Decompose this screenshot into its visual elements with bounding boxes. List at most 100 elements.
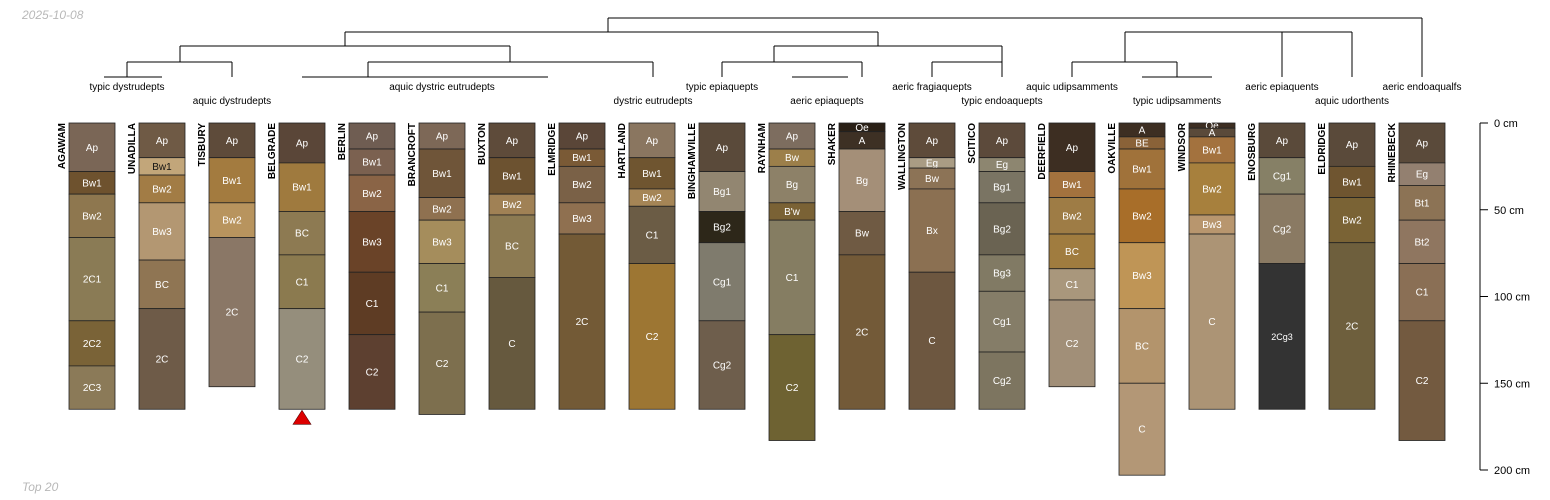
chart-footer-label: Top 20	[22, 480, 59, 494]
horizon-scitico-cg2	[978, 351, 1026, 410]
horizon-label: C2	[436, 359, 449, 370]
profile-name-deerfield: DEERFIELD	[1037, 123, 1048, 180]
horizon-windsor-c	[1188, 233, 1236, 410]
horizon-label: C	[928, 336, 935, 347]
chart-date-stamp: 2025-10-08	[22, 8, 84, 22]
horizon-shaker-bw	[838, 211, 886, 256]
horizon-enosburg-cg2	[1258, 193, 1306, 264]
horizon-brancroft-bw3	[418, 219, 466, 264]
soil-profile-agawam: Ap Bw1 Bw2 2C1 2C2 2C3 AGAWAM	[57, 122, 116, 410]
horizon-label: Bg1	[993, 183, 1011, 194]
horizon-tisbury-ap	[208, 122, 256, 159]
horizon-label: C2	[786, 383, 799, 394]
horizon-deerfield-c2	[1048, 299, 1096, 388]
subgroup-label-typic-epiaquepts: typic epiaquepts	[686, 82, 758, 93]
horizon-unadilla-bc	[138, 259, 186, 310]
profile-name-binghamville: BINGHAMVILLE	[687, 123, 698, 199]
horizon-label: B'w	[784, 207, 801, 218]
horizon-label: Ap	[366, 132, 379, 143]
horizon-label: Ap	[1066, 143, 1079, 154]
horizon-label: Ap	[296, 138, 309, 149]
horizon-label: C1	[366, 299, 379, 310]
horizon-label: Bw2	[572, 180, 592, 191]
horizon-label: A	[1209, 128, 1216, 139]
profile-name-shaker: SHAKER	[827, 122, 838, 165]
horizon-label: Bw	[925, 174, 940, 185]
soil-profile-elmridge: Ap Bw1 Bw2 Bw3 2C ELMRIDGE	[547, 122, 606, 410]
horizon-unadilla-bw2	[138, 174, 186, 204]
horizon-label: Bw3	[1132, 271, 1152, 282]
horizon-label: BC	[295, 229, 309, 240]
horizon-label: Bg	[786, 180, 798, 191]
subgroup-label-aeric-epiaquents: aeric epiaquents	[1245, 82, 1318, 93]
horizon-binghamville-bg2	[698, 211, 746, 244]
horizon-eldridge-bw1	[1328, 165, 1376, 199]
horizon-berlin-ap	[348, 122, 396, 150]
horizon-elmridge-ap	[558, 122, 606, 150]
subgroup-label-aquic-dystric-eutrudepts: aquic dystric eutrudepts	[389, 82, 495, 93]
horizon-belgrade-c1	[278, 254, 326, 310]
horizon-unadilla-bw3	[138, 202, 186, 261]
horizon-label: Bw2	[1062, 211, 1082, 222]
horizon-enosburg-cg1	[1258, 157, 1306, 195]
depth-axis: 0 cm 50 cm 100 cm 150 cm 200 cm	[1479, 118, 1530, 477]
horizon-tisbury-bw1	[208, 157, 256, 204]
horizon-eldridge-ap	[1328, 122, 1376, 167]
depth-tick-label: 100 cm	[1494, 292, 1530, 304]
horizon-raynham-ap	[768, 122, 816, 150]
horizon-label: 2C2	[83, 339, 102, 350]
horizon-label: Bw3	[152, 227, 172, 238]
horizon-label: Eg	[1416, 170, 1428, 181]
horizon-label: Bw2	[432, 204, 452, 215]
horizon-raynham-c1	[768, 219, 816, 336]
horizon-label: Bw2	[1202, 184, 1222, 195]
horizon-label: Bw2	[222, 216, 242, 227]
horizon-label: Bw1	[502, 171, 522, 182]
horizon-label: Ap	[226, 136, 239, 147]
horizon-deerfield-bw2	[1048, 197, 1096, 235]
subgroup-label-aeric-fragiaquepts: aeric fragiaquepts	[892, 82, 972, 93]
horizon-scitico-bg1	[978, 171, 1026, 204]
horizon-label: Bw3	[432, 237, 452, 248]
horizon-label: Bw2	[362, 189, 382, 200]
profile-name-raynham: RAYNHAM	[757, 123, 768, 173]
horizon-label: Ap	[436, 132, 449, 143]
depth-tick-label: 150 cm	[1494, 378, 1530, 390]
horizon-label: 2C	[856, 328, 869, 339]
horizon-label: C1	[646, 230, 659, 241]
profile-name-unadilla: UNADILLA	[127, 123, 138, 174]
profile-name-elmridge: ELMRIDGE	[547, 123, 558, 176]
horizon-elmridge-bw2	[558, 165, 606, 204]
horizon-label: A	[1139, 125, 1146, 136]
horizon-label: Ap	[1416, 138, 1429, 149]
horizon-scitico-bg2	[978, 202, 1026, 256]
depth-tick-label: 50 cm	[1494, 205, 1524, 217]
horizon-rhinebeck-bt1	[1398, 185, 1446, 221]
horizon-label: 2C1	[83, 275, 102, 286]
horizon-deerfield-c1	[1048, 268, 1096, 301]
horizon-scitico-bg3	[978, 254, 1026, 292]
soil-profile-windsor: OeA Bw1 Bw2 Bw3 C WINDSOR	[1177, 121, 1236, 410]
horizon-rhinebeck-bt2	[1398, 219, 1446, 264]
horizon-label: Bg1	[713, 187, 731, 198]
horizon-label: Ap	[926, 136, 939, 147]
horizon-label: Cg2	[1273, 224, 1292, 235]
horizon-buxton-c	[488, 277, 536, 410]
horizon-label: Bw1	[572, 153, 592, 164]
subgroup-label-dystric-eutrudepts: dystric eutrudepts	[614, 96, 693, 107]
subgroup-label-typic-udipsamments: typic udipsamments	[1133, 96, 1221, 107]
depth-tick-label: 0 cm	[1494, 118, 1518, 130]
horizon-label: BC	[505, 242, 519, 253]
horizon-label: Eg	[996, 160, 1008, 171]
horizon-label: Bw3	[572, 214, 592, 225]
horizon-label: C1	[296, 277, 309, 288]
horizon-label: Ap	[506, 136, 519, 147]
horizon-label: Oe	[1205, 121, 1219, 132]
horizon-buxton-bc	[488, 214, 536, 278]
horizon-rhinebeck-c1	[1398, 263, 1446, 322]
horizon-label: BC	[1135, 341, 1149, 352]
profile-name-buxton: BUXTON	[477, 123, 488, 165]
horizon-label: Ap	[1346, 140, 1359, 151]
soil-profile-raynham: Ap Bw Bg B'w C1 C2 RAYNHAM	[757, 122, 816, 441]
